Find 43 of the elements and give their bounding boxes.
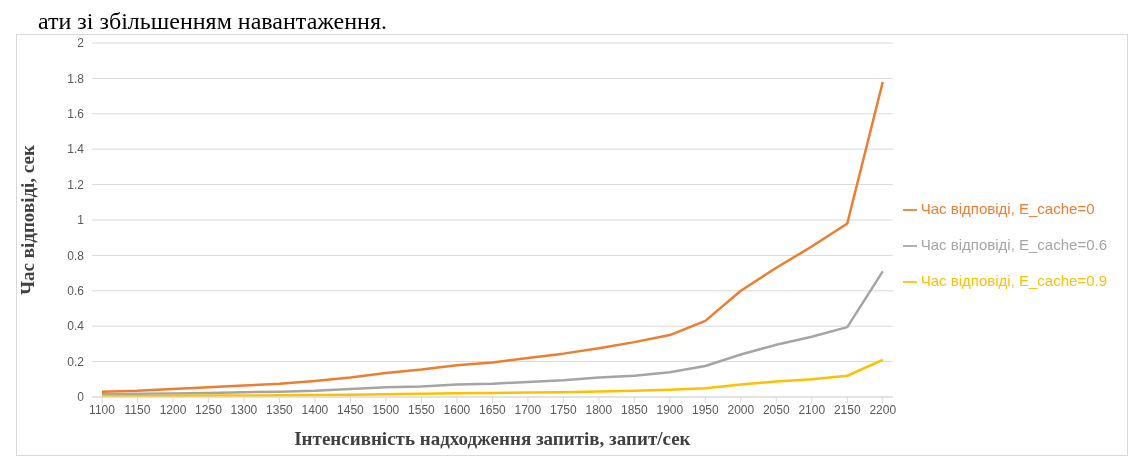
x-tick-label: 1100 — [89, 402, 116, 417]
x-tick-label: 1500 — [372, 402, 400, 417]
y-tick-label: 0.8 — [67, 248, 85, 263]
y-tick-label: 0.6 — [67, 284, 85, 299]
y-tick-label: 1.6 — [67, 107, 85, 122]
y-tick-label: 1 — [77, 213, 85, 228]
legend-label: Час відповіді, E_cache=0 — [920, 200, 1095, 217]
y-tick-label: 1.8 — [67, 71, 85, 86]
line-series — [100, 80, 885, 393]
x-tick-label: 1850 — [620, 402, 649, 417]
line-series — [100, 270, 885, 396]
line-series — [100, 358, 885, 397]
y-tick-label: 2 — [77, 36, 85, 51]
y-axis-title: Час відповіді, сек — [16, 145, 38, 295]
x-tick-label: 2000 — [727, 402, 755, 417]
legend-label: Час відповіді, E_cache=0.9 — [920, 272, 1107, 289]
x-tick-label: 2200 — [869, 402, 897, 417]
y-tick-label: 0.2 — [67, 354, 85, 369]
x-tick-label: 1950 — [691, 402, 719, 417]
legend-label: Час відповіді, E_cache=0.6 — [920, 236, 1107, 253]
x-tick-label: 2100 — [798, 402, 826, 417]
x-tick-label: 2150 — [833, 402, 861, 417]
x-tick-label: 1750 — [550, 402, 578, 417]
x-tick-label: 1250 — [195, 402, 223, 417]
y-tick-label: 1.2 — [67, 177, 85, 192]
x-tick-label: 1550 — [408, 402, 436, 417]
x-tick-label: 1300 — [230, 402, 258, 417]
y-tick-label: 1.4 — [67, 142, 85, 157]
x-tick-label: 1650 — [479, 402, 507, 417]
x-tick-label: 1700 — [514, 402, 542, 417]
x-tick-label: 1200 — [159, 402, 187, 417]
x-tick-label: 1900 — [656, 402, 684, 417]
x-tick-label: 2050 — [762, 402, 790, 417]
y-tick-label: 0.4 — [67, 319, 85, 334]
text: ати зі збільшенням навантаження. — [38, 8, 388, 34]
x-tick-label: 1400 — [301, 402, 329, 417]
x-tick-label: 1450 — [337, 402, 365, 417]
x-tick-label: 1350 — [266, 402, 294, 417]
x-tick-label: 1600 — [443, 402, 471, 417]
x-axis-title: Інтенсивність надходження запитів, запит/сек — [294, 428, 691, 449]
x-tick-label: 1150 — [124, 402, 151, 417]
x-tick-label: 1800 — [585, 402, 613, 417]
y-tick-label: 0 — [77, 390, 85, 405]
